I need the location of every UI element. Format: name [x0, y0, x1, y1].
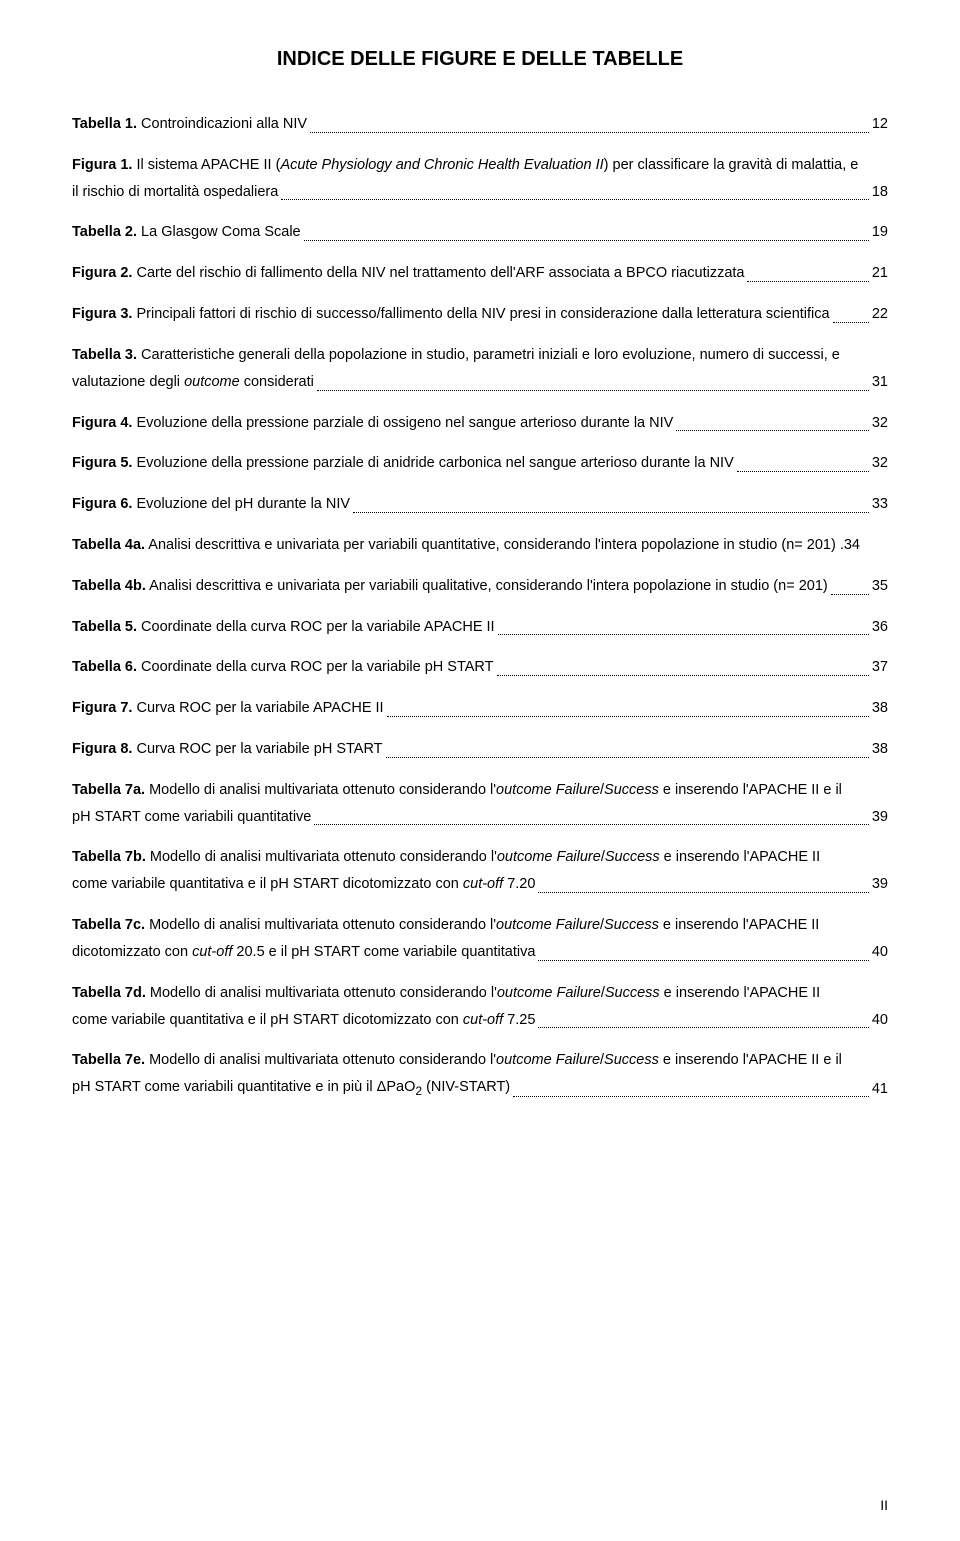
toc-leader — [737, 470, 869, 472]
toc-entry-page: 33 — [872, 491, 888, 518]
page-number: II — [880, 1497, 888, 1513]
toc-entry: Tabella 3. Caratteristiche generali dell… — [72, 342, 888, 396]
toc-list: Tabella 1. Controindicazioni alla NIV 12 F… — [72, 111, 888, 1102]
toc-entry: Figura 3. Principali fattori di rischio … — [72, 301, 888, 328]
toc-entry-page: 40 — [872, 939, 888, 966]
toc-leader — [513, 1095, 869, 1097]
toc-entry-page: 12 — [872, 111, 888, 138]
toc-entry-label: Tabella 4a. Analisi descrittiva e univar… — [72, 532, 844, 559]
toc-entry-label: Tabella 7d. Modello di analisi multivari… — [72, 980, 888, 1007]
toc-entry-label: Figura 8. Curva ROC per la variabile pH … — [72, 736, 383, 763]
toc-entry-tail: pH START come variabili quantitative e i… — [72, 1074, 510, 1102]
toc-entry: Tabella 7e. Modello di analisi multivari… — [72, 1047, 888, 1102]
toc-entry: Tabella 1. Controindicazioni alla NIV 12 — [72, 111, 888, 138]
toc-leader — [747, 280, 868, 282]
toc-entry-tail: dicotomizzato con cut-off 20.5 e il pH S… — [72, 939, 535, 966]
toc-entry-last-line: il rischio di mortalità ospedaliera 18 — [72, 179, 888, 206]
toc-entry-page: 39 — [872, 871, 888, 898]
toc-entry: Tabella 5. Coordinate della curva ROC pe… — [72, 614, 888, 641]
toc-entry-page: 32 — [872, 450, 888, 477]
toc-entry: Tabella 7b. Modello di analisi multivari… — [72, 844, 888, 898]
toc-entry-tail: pH START come variabili quantitative — [72, 804, 311, 831]
toc-entry-label: Figura 6. Evoluzione del pH durante la N… — [72, 491, 350, 518]
toc-entry-label: Tabella 7e. Modello di analisi multivari… — [72, 1047, 888, 1074]
toc-entry: Tabella 7c. Modello di analisi multivari… — [72, 912, 888, 966]
toc-entry-label: Tabella 3. Caratteristiche generali dell… — [72, 342, 888, 369]
toc-entry-label: Tabella 2. La Glasgow Coma Scale — [72, 219, 301, 246]
toc-entry-label: Tabella 5. Coordinate della curva ROC pe… — [72, 614, 495, 641]
toc-leader — [304, 239, 869, 241]
toc-leader — [498, 633, 869, 635]
toc-entry: Figura 1. Il sistema APACHE II (Acute Ph… — [72, 152, 888, 206]
toc-entry-label: Figura 4. Evoluzione della pressione par… — [72, 410, 673, 437]
toc-entry-last-line: come variabile quantitativa e il pH STAR… — [72, 1007, 888, 1034]
toc-entry-page: 21 — [872, 260, 888, 287]
toc-entry-page: 35 — [872, 573, 888, 600]
toc-entry-page: 31 — [872, 369, 888, 396]
toc-entry-label: Figura 3. Principali fattori di rischio … — [72, 301, 830, 328]
toc-entry-page: 41 — [872, 1076, 888, 1103]
page-title: INDICE DELLE FIGURE E DELLE TABELLE — [72, 48, 888, 71]
toc-leader — [676, 429, 869, 431]
toc-entry-page: 19 — [872, 219, 888, 246]
toc-entry: Tabella 4a. Analisi descrittiva e univar… — [72, 532, 888, 559]
toc-entry-last-line: pH START come variabili quantitative 39 — [72, 804, 888, 831]
toc-entry-tail: valutazione degli outcome considerati — [72, 369, 314, 396]
toc-entry: Figura 2. Carte del rischio di falliment… — [72, 260, 888, 287]
toc-leader — [497, 674, 869, 676]
toc-entry: Figura 6. Evoluzione del pH durante la N… — [72, 491, 888, 518]
toc-entry-page: 37 — [872, 654, 888, 681]
toc-leader — [538, 1026, 868, 1028]
toc-entry-page: 40 — [872, 1007, 888, 1034]
toc-entry-tail: come variabile quantitativa e il pH STAR… — [72, 871, 535, 898]
toc-entry-label: Tabella 7b. Modello di analisi multivari… — [72, 844, 888, 871]
toc-entry-label: Figura 5. Evoluzione della pressione par… — [72, 450, 734, 477]
toc-leader — [281, 198, 869, 200]
toc-entry: Figura 8. Curva ROC per la variabile pH … — [72, 736, 888, 763]
toc-leader — [538, 959, 868, 961]
toc-entry: Figura 7. Curva ROC per la variabile APA… — [72, 695, 888, 722]
toc-entry: Tabella 7a. Modello di analisi multivari… — [72, 777, 888, 831]
toc-entry-tail: come variabile quantitativa e il pH STAR… — [72, 1007, 535, 1034]
toc-entry: Figura 4. Evoluzione della pressione par… — [72, 410, 888, 437]
toc-leader — [387, 715, 869, 717]
toc-entry-page: 39 — [872, 804, 888, 831]
toc-entry-page: 22 — [872, 301, 888, 328]
toc-entry-label: Tabella 7c. Modello di analisi multivari… — [72, 912, 888, 939]
toc-leader — [310, 131, 869, 133]
toc-entry-label: Tabella 7a. Modello di analisi multivari… — [72, 777, 888, 804]
document-page: INDICE DELLE FIGURE E DELLE TABELLE Tabe… — [0, 0, 960, 1541]
toc-entry-label: Tabella 6. Coordinate della curva ROC pe… — [72, 654, 494, 681]
toc-entry-last-line: dicotomizzato con cut-off 20.5 e il pH S… — [72, 939, 888, 966]
toc-entry-page: 36 — [872, 614, 888, 641]
toc-leader — [386, 756, 869, 758]
toc-entry: Figura 5. Evoluzione della pressione par… — [72, 450, 888, 477]
toc-entry: Tabella 6. Coordinate della curva ROC pe… — [72, 654, 888, 681]
toc-entry-tail: il rischio di mortalità ospedaliera — [72, 179, 278, 206]
toc-entry-label: Figura 1. Il sistema APACHE II (Acute Ph… — [72, 152, 888, 179]
toc-entry-page: 34 — [844, 532, 860, 559]
toc-entry: Tabella 2. La Glasgow Coma Scale 19 — [72, 219, 888, 246]
toc-leader — [317, 389, 869, 391]
toc-entry-label: Tabella 4b. Analisi descrittiva e univar… — [72, 573, 828, 600]
toc-entry-page: 38 — [872, 695, 888, 722]
toc-leader — [314, 823, 869, 825]
toc-entry-page: 32 — [872, 410, 888, 437]
toc-entry: Tabella 4b. Analisi descrittiva e univar… — [72, 573, 888, 600]
toc-entry-label: Tabella 1. Controindicazioni alla NIV — [72, 111, 307, 138]
toc-entry-label: Figura 2. Carte del rischio di falliment… — [72, 260, 744, 287]
toc-entry-last-line: pH START come variabili quantitative e i… — [72, 1074, 888, 1102]
toc-entry-last-line: valutazione degli outcome considerati 31 — [72, 369, 888, 396]
toc-entry: Tabella 7d. Modello di analisi multivari… — [72, 980, 888, 1034]
toc-entry-page: 18 — [872, 179, 888, 206]
toc-leader — [833, 321, 869, 323]
toc-entry-page: 38 — [872, 736, 888, 763]
toc-leader — [538, 891, 868, 893]
toc-entry-last-line: come variabile quantitativa e il pH STAR… — [72, 871, 888, 898]
toc-leader — [831, 593, 869, 595]
toc-leader — [353, 511, 869, 513]
toc-entry-label: Figura 7. Curva ROC per la variabile APA… — [72, 695, 384, 722]
